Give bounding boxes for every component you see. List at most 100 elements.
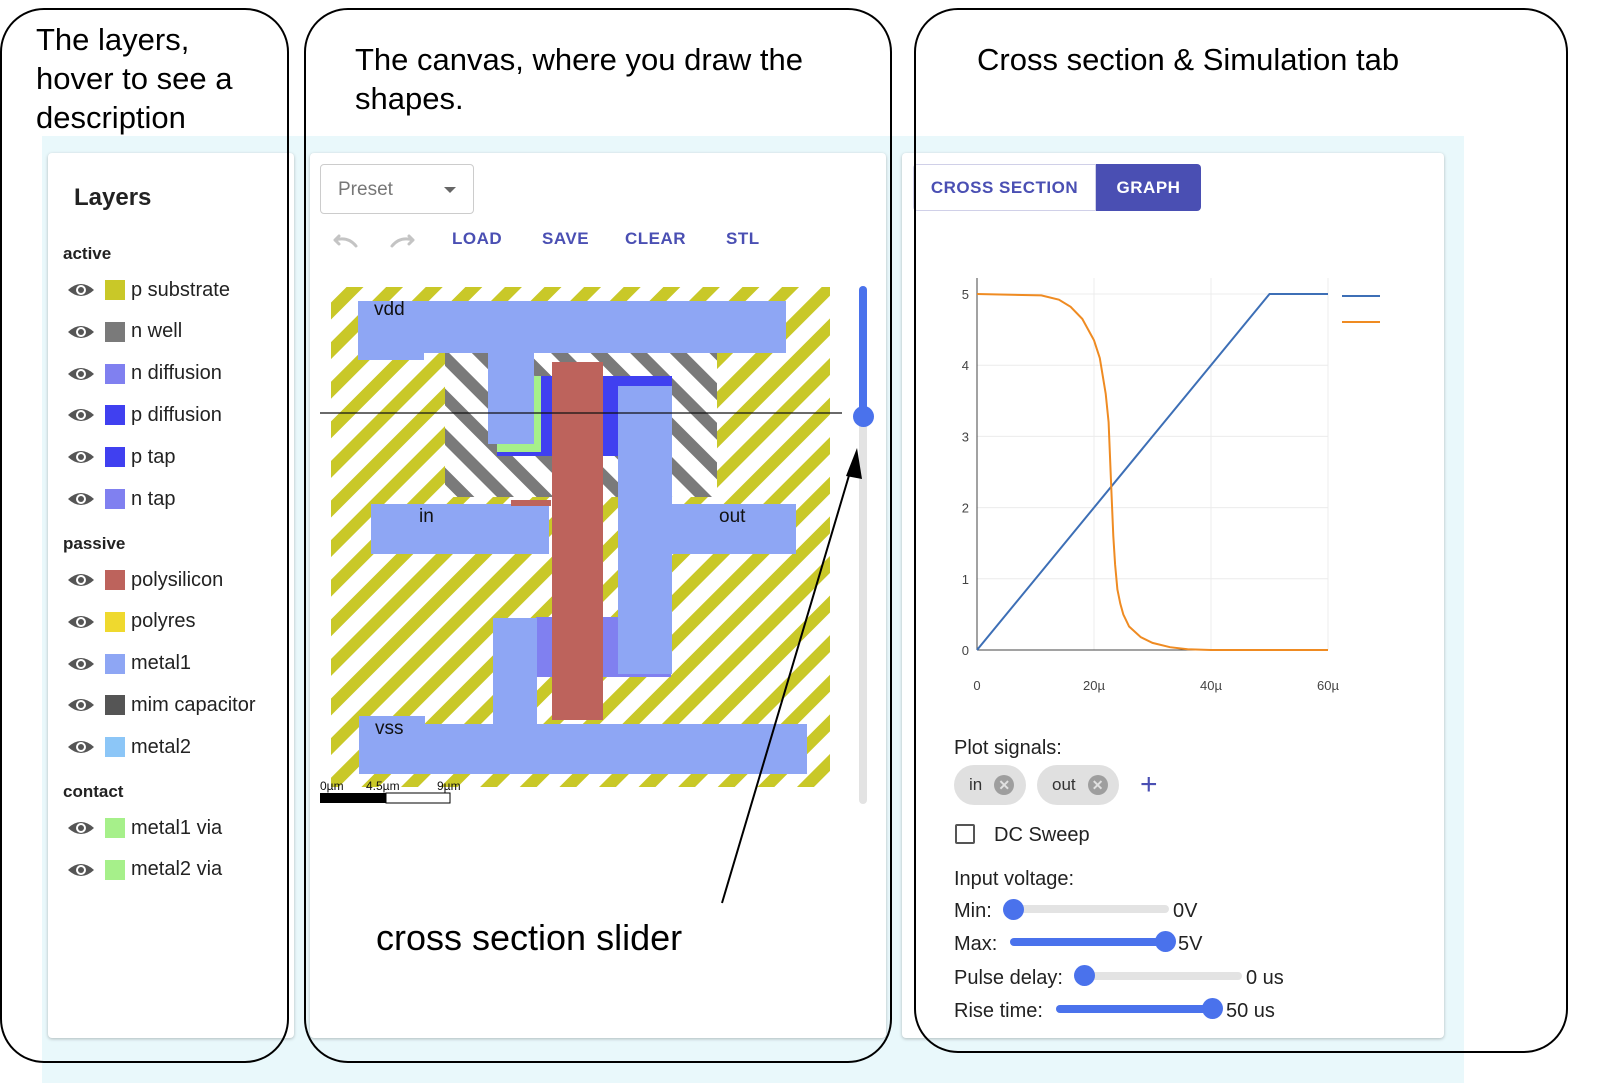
layer-color-swatch [105,447,125,468]
signal-chip-label: in [969,775,983,794]
eye-icon[interactable] [66,737,96,757]
eye-icon[interactable] [66,695,96,715]
signal-chip-in[interactable]: in ✕ [954,765,1026,805]
layer-label: metal2 [131,735,192,758]
vss-rail[interactable] [359,724,807,774]
input-metal[interactable] [371,504,549,554]
load-button[interactable]: LOAD [452,229,503,248]
vdd-label: vdd [374,299,405,320]
eye-icon[interactable] [66,364,96,384]
layer-item-p-diffusion[interactable]: p diffusion [66,401,222,429]
layer-color-swatch [105,653,125,674]
simulation-chart[interactable]: 020µ40µ60µ012345inout [940,260,1380,700]
eye-icon[interactable] [66,860,96,880]
layer-color-swatch [105,321,125,342]
annotation-layers-2: hover to see a [36,61,233,96]
max-value: 5V [1178,933,1203,955]
preset-select[interactable]: Preset [320,164,474,214]
annotation-slider: cross section slider [376,917,683,958]
scale-label-2: 9µm [437,779,461,793]
layer-label: metal2 via [131,858,223,881]
vdd-rail-tab[interactable] [358,350,424,360]
eye-icon[interactable] [66,570,96,590]
clear-button[interactable]: CLEAR [625,229,687,248]
max-slider-thumb[interactable] [1155,931,1176,952]
layer-label: polyres [131,610,196,633]
layer-item-polyres[interactable]: polyres [66,608,195,636]
min-slider-thumb[interactable] [1003,899,1024,920]
max-label: Max: [954,933,998,955]
vss-rail-tab[interactable] [359,716,425,726]
eye-icon[interactable] [66,322,96,342]
layer-label: n diffusion [131,362,222,385]
layer-item-p-substrate[interactable]: p substrate [66,276,230,304]
arrow-head-icon [846,448,862,479]
cross-section-slider[interactable] [859,286,867,804]
min-slider[interactable] [1013,905,1169,913]
dc-sweep-checkbox[interactable] [955,824,975,844]
layers-panel [48,153,294,1038]
annotation-layers-3: description [36,100,186,135]
layer-item-n-well[interactable]: n well [66,318,182,346]
layout-canvas[interactable]: vdd in out vss 0µm 4.5µm 9µm [318,280,848,810]
x-tick-label: 0 [973,678,980,693]
eye-icon[interactable] [66,489,96,509]
annotation-sim: Cross section & Simulation tab [977,42,1400,77]
layer-item-n-diffusion[interactable]: n diffusion [66,360,222,388]
layer-label: p diffusion [131,403,222,426]
pulse-delay-label: Pulse delay: [954,967,1063,989]
dc-sweep-label: DC Sweep [994,824,1090,846]
layer-item-polysilicon[interactable]: polysilicon [66,566,223,594]
layer-color-swatch [105,611,125,632]
stl-button[interactable]: STL [726,229,760,248]
layer-item-metal1-via[interactable]: metal1 via [66,814,222,842]
output-metal[interactable] [618,504,796,554]
redo-icon[interactable] [388,232,418,252]
layer-item-metal2[interactable]: metal2 [66,733,191,761]
pulse-delay-slider-thumb[interactable] [1074,965,1095,986]
layer-label: metal1 via [131,816,223,839]
remove-chip-icon[interactable]: ✕ [994,775,1015,795]
eye-icon[interactable] [66,447,96,467]
layer-item-metal1[interactable]: metal1 [66,650,191,678]
arrow-shaft [721,461,854,904]
x-tick-label: 20µ [1083,678,1105,693]
save-button[interactable]: SAVE [542,229,590,248]
canvas-callout-outline [304,8,892,1063]
pulse-delay-slider[interactable] [1084,972,1242,980]
layer-label: n tap [131,487,176,510]
eye-icon[interactable] [66,405,96,425]
vss-stub[interactable] [493,618,537,728]
input-voltage-label: Input voltage: [954,868,1075,890]
remove-chip-icon[interactable]: ✕ [1087,775,1108,795]
eye-icon[interactable] [66,280,96,300]
undo-icon[interactable] [330,232,360,252]
layer-group-active: active [63,244,112,263]
signal-chip-label: out [1052,775,1076,794]
rise-time-slider-fill [1056,1005,1212,1013]
eye-icon[interactable] [66,612,96,632]
layer-item-mim-capacitor[interactable]: mim capacitor [66,691,255,719]
vdd-stub[interactable] [488,350,534,444]
add-signal-icon[interactable]: + [1140,768,1158,801]
tab-graph[interactable]: GRAPH [1096,164,1201,211]
annotation-layers-1: The layers, [36,22,190,57]
eye-icon[interactable] [66,654,96,674]
layer-item-metal2-via[interactable]: metal2 via [66,856,222,884]
vdd-rail[interactable] [358,301,786,353]
layer-color-swatch [105,489,125,509]
simulation-panel [902,153,1444,1038]
signal-chip-out[interactable]: out ✕ [1037,765,1119,805]
layers-title: Layers [74,184,152,211]
x-tick-label: 40µ [1200,678,1222,693]
max-slider-fill [1010,938,1165,946]
layer-group-contact: contact [63,782,124,801]
cross-section-slider-thumb[interactable] [853,405,874,427]
layer-item-p-tap[interactable]: p tap [66,443,175,471]
tab-cross-section[interactable]: CROSS SECTION [913,164,1096,211]
polysilicon-gate[interactable] [552,362,603,720]
poly-contact[interactable] [511,500,551,506]
layer-item-n-tap[interactable]: n tap [66,485,175,513]
rise-time-slider-thumb[interactable] [1202,998,1223,1019]
eye-icon[interactable] [66,818,96,838]
